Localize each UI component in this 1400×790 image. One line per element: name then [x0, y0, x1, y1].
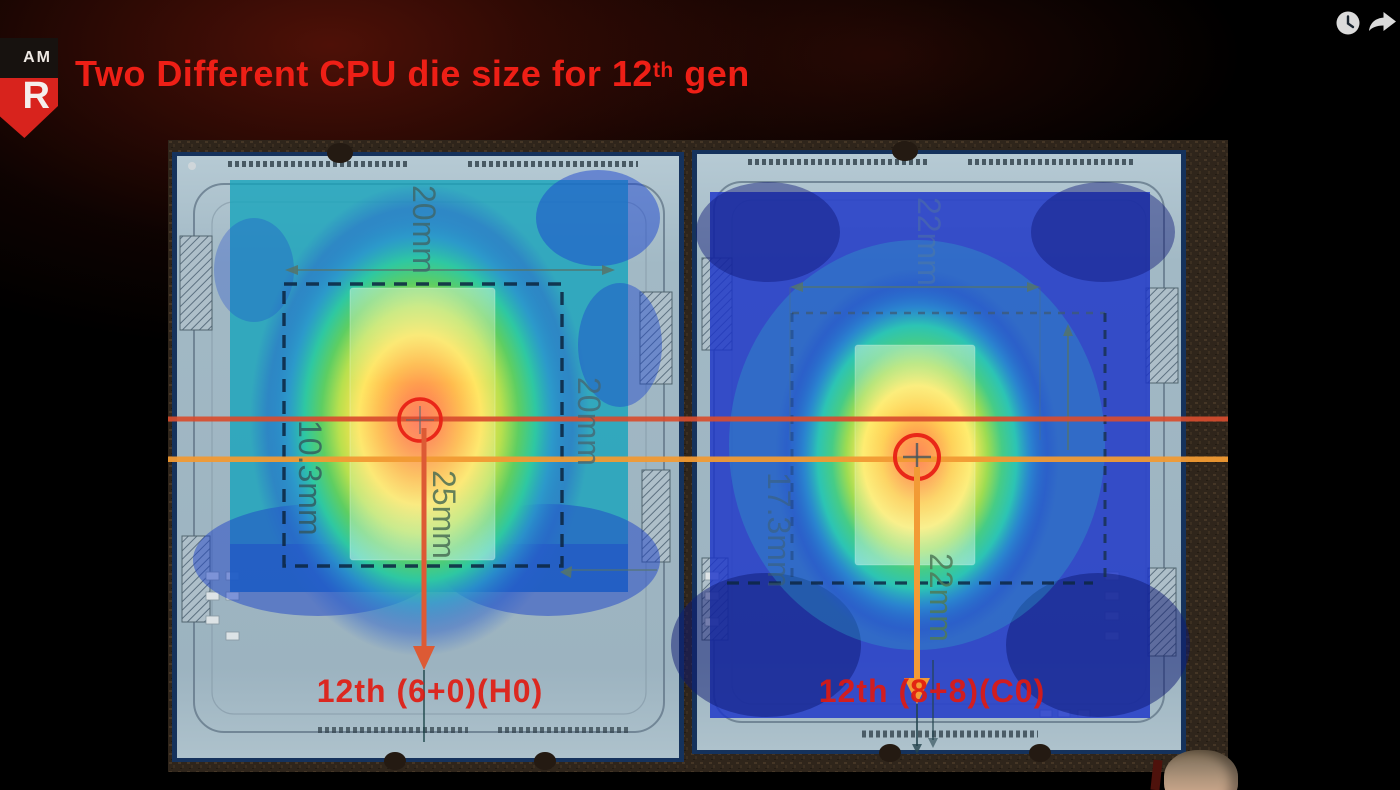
left-die-dashed-outline	[282, 282, 564, 568]
channel-logo-badge: AM R	[0, 38, 58, 138]
title-superscript: th	[652, 59, 674, 82]
title-suffix: gen	[673, 53, 750, 94]
hotspot-line-lower	[168, 456, 1228, 462]
left-hotspot-marker	[397, 397, 443, 742]
right-dimension-arrowheads	[790, 282, 1073, 336]
logo-letter: R	[22, 75, 50, 117]
watch-later-icon[interactable]	[1336, 11, 1360, 35]
right-die-dashed-outline	[727, 311, 1107, 585]
left-hotspot-distance-label: 25mm	[426, 470, 462, 559]
right-hotspot-distance-label: 22mm	[923, 553, 959, 642]
left-cpu-caption: 12th (6+0)(H0)	[317, 673, 544, 709]
measurement-labels: 20mm 10.3mm 25mm 20mm 22mm 17.3mm 22mm	[292, 185, 959, 642]
chair-accent	[1150, 759, 1163, 790]
right-top-width-label: 22mm	[911, 197, 947, 286]
logo-red-band: R	[0, 75, 58, 138]
title-prefix: Two Different CPU die size for 12	[75, 53, 653, 94]
left-dimension-lines	[297, 269, 657, 571]
player-overlay-icons	[1336, 11, 1396, 35]
left-top-width-label: 20mm	[406, 185, 442, 274]
right-hotspot-marker	[893, 433, 941, 754]
right-cpu-caption: 12th (8+8)(C0)	[819, 673, 1046, 709]
cpu-comparison-image: 20mm 10.3mm 25mm 20mm 22mm 17.3mm 22mm 1…	[168, 140, 1228, 772]
right-dimension-lines	[789, 286, 1069, 450]
right-die-width-label: 17.3mm	[761, 472, 797, 588]
left-die-width-label: 10.3mm	[292, 420, 328, 536]
die-captions: 12th (6+0)(H0) 12th (8+8)(C0)	[317, 673, 1046, 709]
logo-top-band: AM	[0, 38, 58, 78]
share-icon[interactable]	[1369, 12, 1396, 31]
hotspot-line-upper	[168, 416, 1228, 422]
left-right-height-label: 20mm	[571, 377, 607, 466]
person-head	[1164, 750, 1238, 790]
logo-top-text: AM	[23, 49, 52, 66]
page-title: Two Different CPU die size for 12th gen	[75, 53, 750, 95]
left-dimension-arrowheads	[285, 265, 615, 578]
